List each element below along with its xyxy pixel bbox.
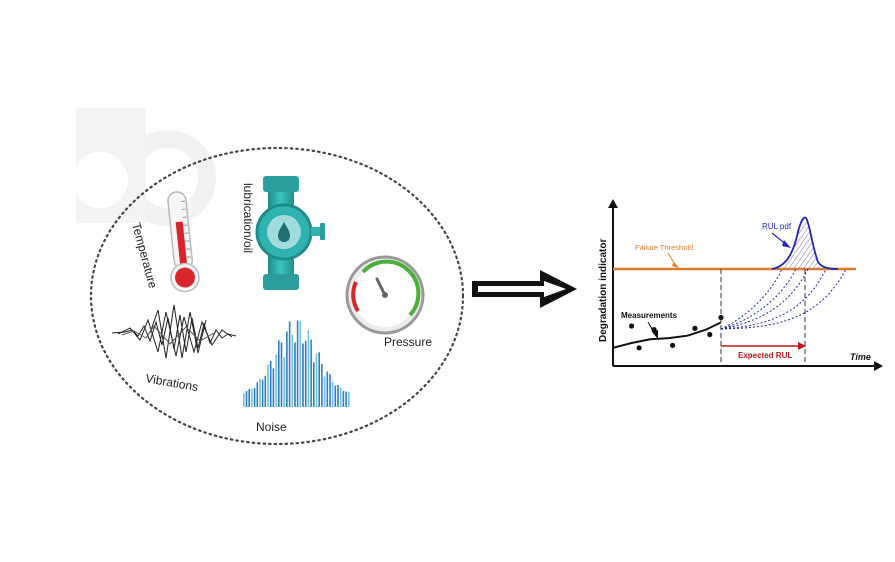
noise-bar [315,353,318,407]
x-axis-label: Time [850,352,871,362]
noise-bar [259,378,261,407]
pressure-label: Pressure [384,335,432,349]
y-axis-label: Degradation indicator [598,239,609,342]
rul-pdf-label: RUL pdf [762,222,792,231]
noise-bar [275,354,277,407]
noise-bar [256,382,259,407]
noise-bar [269,360,272,407]
noise-bar [291,334,294,407]
noise-bar [331,382,334,407]
noise-bar [339,387,342,407]
noise-bar [304,340,307,407]
rul-pdf-pointer-head-icon [782,240,791,248]
noise-bar [329,374,331,407]
rul-pdf-curve [771,216,839,270]
noise-bar [261,379,264,407]
noise-bar [299,321,302,407]
rul-chart: Degradation indicator Time Failure Thres… [598,199,883,371]
noise-bar [243,393,245,407]
failure-threshold-label: Failure Threshold [635,243,693,252]
measurement-points [629,314,724,351]
noise-bar [307,329,310,407]
noise-bar [251,388,253,407]
noise-bar [296,320,299,407]
noise-bar [253,388,256,407]
noise-bar [264,375,267,407]
noise-bar [337,384,339,407]
noise-bar [342,391,345,407]
measurement-point [629,323,635,329]
measurement-point [670,342,676,348]
measurement-point [636,345,642,351]
y-axis-arrow-icon [608,199,618,208]
measurements-label: Measurements [621,311,678,320]
noise-bar [321,363,323,407]
lubrication-label: lubrication/oil [241,183,255,253]
vibration-waveform-icon [111,304,237,359]
measurement-point [718,314,724,321]
measurement-point [707,331,713,338]
noise-bar [294,342,296,407]
vibrations-label: Vibrations [144,371,199,394]
noise-bar [313,362,315,407]
measurement-point [692,325,698,331]
arrow-right-icon [472,270,577,308]
noise-bar [283,357,285,407]
noise-bar [248,389,250,407]
expected-rul-label: Expected RUL [738,351,792,360]
thermometer-icon [167,191,200,293]
noise-bar [334,385,337,407]
sensor-ellipse [89,146,465,446]
x-axis-arrow-icon [874,361,883,371]
noise-bar [286,331,288,407]
noise-bar [245,391,248,407]
noise-bar [288,321,291,407]
pressure-gauge-icon [345,255,425,335]
fitted-degradation-curve [612,321,722,349]
noise-bar [272,368,275,407]
temperature-label: Temperature [129,221,160,290]
noise-bar [278,340,280,407]
noise-bar [326,371,329,407]
threshold-pointer-head-icon [672,262,679,268]
measurements-pointer-head-icon [652,330,658,339]
background-gears-icon [72,108,216,226]
noise-bar [267,364,269,407]
noise-spectrum-icon [243,320,350,407]
noise-bar [280,342,283,407]
noise-bar [323,376,326,407]
noise-bar [310,339,312,407]
valve-icon [255,176,325,290]
rul-pdf-hatch [780,219,836,269]
expected-rul-arrow-head-icon [798,342,806,350]
noise-label: Noise [256,420,287,434]
noise-bar [345,391,347,407]
projection-trajectories [720,268,847,330]
noise-bar [318,352,320,407]
noise-bar [348,391,350,407]
noise-bar [302,343,304,407]
